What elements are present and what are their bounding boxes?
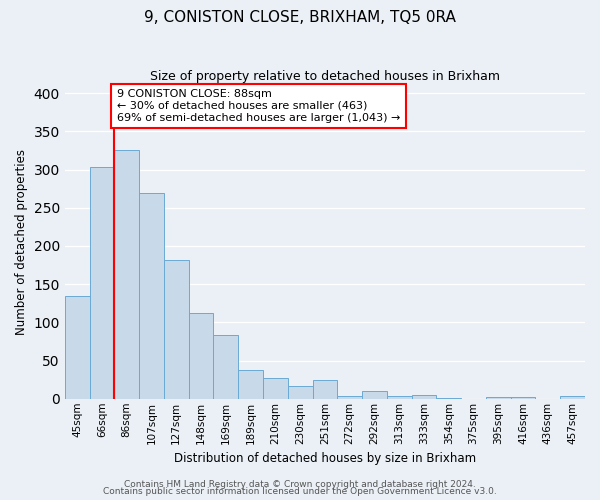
X-axis label: Distribution of detached houses by size in Brixham: Distribution of detached houses by size … [174,452,476,465]
Bar [214,336,238,399]
Bar [115,150,139,399]
Bar [164,260,188,399]
Text: Contains HM Land Registry data © Crown copyright and database right 2024.: Contains HM Land Registry data © Crown c… [124,480,476,489]
Bar [288,386,313,399]
Bar [412,395,436,399]
Text: 9, CONISTON CLOSE, BRIXHAM, TQ5 0RA: 9, CONISTON CLOSE, BRIXHAM, TQ5 0RA [144,10,456,25]
Bar [65,296,89,399]
Bar [139,192,164,399]
Y-axis label: Number of detached properties: Number of detached properties [15,149,28,335]
Bar [511,397,535,399]
Title: Size of property relative to detached houses in Brixham: Size of property relative to detached ho… [150,70,500,83]
Bar [560,396,585,399]
Bar [263,378,288,399]
Bar [362,391,387,399]
Bar [188,313,214,399]
Bar [387,396,412,399]
Bar [89,168,115,399]
Text: Contains public sector information licensed under the Open Government Licence v3: Contains public sector information licen… [103,488,497,496]
Bar [313,380,337,399]
Bar [337,396,362,399]
Bar [436,398,461,399]
Text: 9 CONISTON CLOSE: 88sqm
← 30% of detached houses are smaller (463)
69% of semi-d: 9 CONISTON CLOSE: 88sqm ← 30% of detache… [117,90,400,122]
Bar [238,370,263,399]
Bar [486,397,511,399]
